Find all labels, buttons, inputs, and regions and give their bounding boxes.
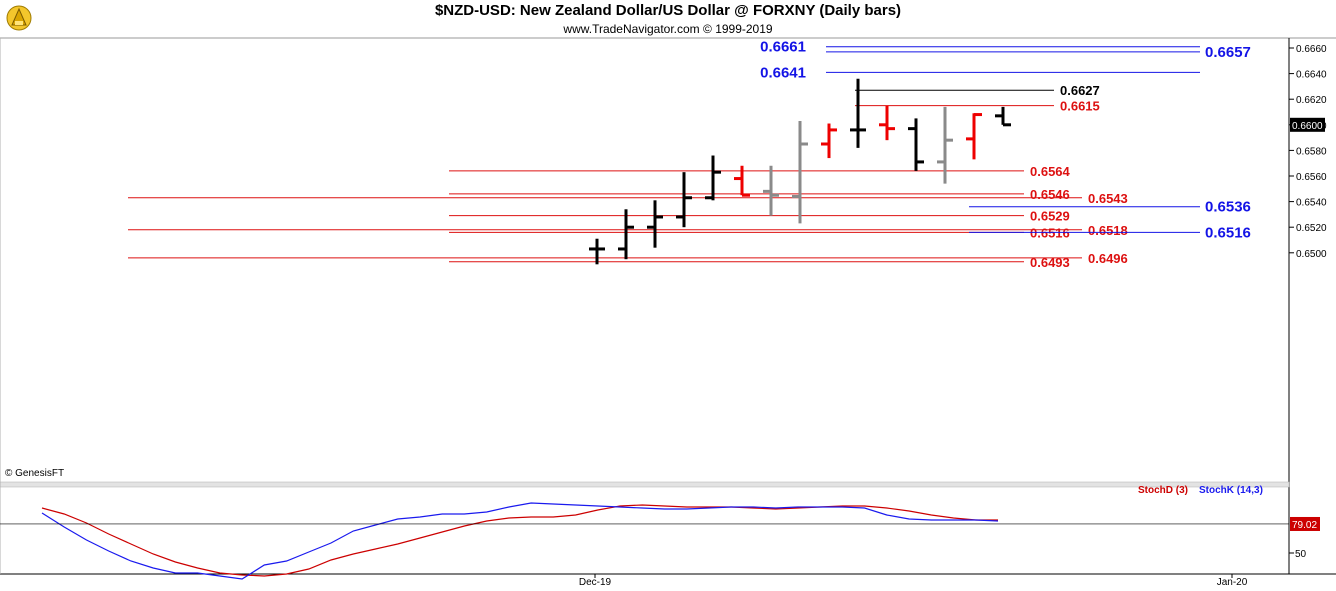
stoch-tick-label: 50 (1295, 549, 1307, 560)
level-label: 0.6493 (1030, 255, 1070, 270)
level-label: 0.6546 (1030, 187, 1070, 202)
chart-title: $NZD-USD: New Zealand Dollar/US Dollar @… (434, 2, 902, 19)
price-tick-label: 0.6500 (1296, 249, 1327, 260)
level-label: 0.6543 (1088, 191, 1128, 206)
level-label: 0.6516 (1205, 224, 1251, 241)
chart-frame (0, 37, 1336, 575)
ohlc-bar (792, 120, 808, 224)
level-label: 0.6641 (760, 64, 806, 81)
chart-header: $NZD-USD: New Zealand Dollar/US Dollar @… (0, 0, 1336, 38)
ohlc-bar (589, 238, 605, 265)
copyright-label: © GenesisFT (5, 468, 65, 479)
level-label: 0.6661 (760, 39, 806, 56)
ohlc-bar (705, 155, 721, 201)
current-price-label: 0.6600 (1292, 121, 1323, 132)
stoch-legend-d: StochD (3) (1138, 485, 1188, 496)
price-tick-label: 0.6560 (1296, 172, 1327, 183)
stochastic-panel: 50 79.02 StochD (3) StochK (14,3) (0, 485, 1320, 580)
ohlc-bar (676, 172, 692, 228)
ohlc-bar (763, 165, 779, 216)
price-tick-label: 0.6580 (1296, 146, 1327, 157)
price-tick-label: 0.6620 (1296, 95, 1327, 106)
price-tick-label: 0.6660 (1296, 44, 1327, 55)
level-label: 0.6564 (1030, 164, 1071, 179)
ohlc-bar (966, 113, 982, 160)
current-price-box (1290, 117, 1325, 132)
price-tick-label: 0.6640 (1296, 70, 1327, 81)
ohlc-bar (937, 106, 953, 184)
stoch-series-line (41, 502, 999, 580)
ohlc-bar (618, 209, 634, 260)
price-tick-label: 0.6520 (1296, 223, 1327, 234)
stoch-legend-k: StochK (14,3) (1199, 485, 1263, 496)
level-label: 0.6657 (1205, 44, 1251, 61)
ohlc-bar (908, 118, 924, 171)
trade-navigator-logo-icon (4, 3, 34, 33)
level-label: 0.6615 (1060, 99, 1100, 114)
ohlc-bar (734, 165, 750, 197)
time-tick-label: Jan-20 (1217, 577, 1248, 588)
chart-subtitle: www.TradeNavigator.com © 1999-2019 (563, 22, 773, 36)
stoch-current-box (1290, 516, 1320, 531)
level-label: 0.6627 (1060, 83, 1100, 98)
ohlc-bar (879, 105, 895, 141)
level-label: 0.6529 (1030, 209, 1070, 224)
ohlc-bar (995, 106, 1011, 127)
panel-divider (0, 481, 1290, 488)
level-label: 0.6518 (1088, 223, 1128, 238)
ohlc-bar (850, 78, 866, 148)
ohlc-bar (647, 200, 663, 248)
price-tick-label: 0.6540 (1296, 198, 1327, 209)
price-axis: 0.6660 0.6640 0.6620 0.6600 0.6580 0.6560 0.65… (1289, 44, 1327, 260)
ohlc-bars (589, 78, 1011, 265)
ohlc-bar (821, 123, 837, 159)
stoch-current-label: 79.02 (1292, 520, 1317, 531)
stoch-series-line (41, 504, 998, 577)
time-axis: Dec-19 Jan-20 (579, 574, 1248, 588)
level-label: 0.6536 (1205, 199, 1251, 216)
level-label: 0.6496 (1088, 251, 1128, 266)
time-tick-label: Dec-19 (579, 577, 612, 588)
